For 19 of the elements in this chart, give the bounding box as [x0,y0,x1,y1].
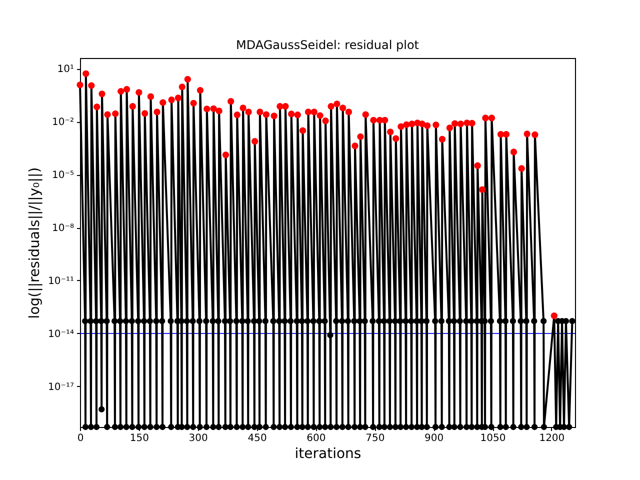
y-tick-label: 10⁻¹¹ [48,276,74,287]
x-tick-label: 300 [188,433,208,444]
y-tick-label: 10⁻⁵ [52,170,74,182]
x-tick-label: 750 [366,433,385,444]
chart-title: MDAGaussSeidel: residual plot [236,38,420,52]
x-tick-label: 0 [77,433,84,444]
x-tick-label: 600 [306,433,326,444]
y-tick-label: 10⁻⁸ [52,223,74,234]
x-tick-label: 150 [130,433,149,444]
y-tick-label: 10⁻¹⁷ [48,382,74,393]
x-tick-label: 900 [424,433,444,444]
x-tick-label: 450 [248,433,267,444]
y-axis-title: log(||residuals||/||y₀||) [26,167,43,319]
y-tick-label: 10⁻² [52,117,74,128]
x-axis-title: iterations [294,446,362,462]
y-tick-label: 10⁻¹⁴ [48,328,74,340]
x-tick-label: 1200 [539,433,565,444]
y-tick-label: 10¹ [57,64,74,76]
x-tick-label: 1050 [480,433,506,444]
